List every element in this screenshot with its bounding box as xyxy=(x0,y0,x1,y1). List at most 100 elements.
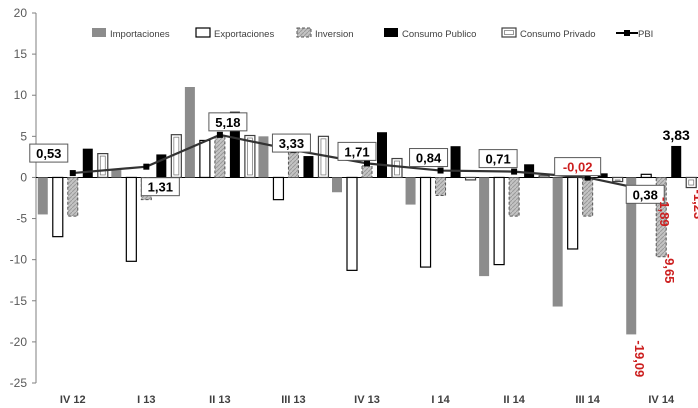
data-label-iv-14-inversion: -9,65 xyxy=(662,254,677,284)
data-label-iv-12-pbi: 0,53 xyxy=(29,143,69,163)
bar-importaciones xyxy=(111,170,122,178)
bar-inversion xyxy=(67,176,79,217)
data-label-iv-14-consumo-privado: -1,23 xyxy=(691,190,698,220)
bar-inner-outline-consumo-privado xyxy=(688,179,695,186)
data-label-iv-14-consumo-publico: 3,83 xyxy=(663,127,690,143)
data-label-iii-14-pbi-box xyxy=(554,157,602,177)
bar-exportaciones xyxy=(52,176,64,238)
pbi-point xyxy=(364,160,370,167)
y-tick-label: 5 xyxy=(20,129,27,143)
pbi-point xyxy=(69,170,76,177)
bar-exportaciones xyxy=(125,176,137,262)
bar-exportaciones xyxy=(640,173,652,179)
legend-swatch-inversion xyxy=(296,27,312,38)
bar-inversion xyxy=(508,176,520,217)
legend-item-inversion: Inversion xyxy=(296,27,354,40)
legend-label-inversion: Inversion xyxy=(315,29,354,40)
x-tick-label: I 14 xyxy=(431,394,450,406)
data-label-i-13-pbi-box xyxy=(140,177,180,197)
data-label-iv-12-pbi-text: 0,53 xyxy=(36,146,61,161)
data-label-i-14-pbi-text: 0,84 xyxy=(416,151,442,166)
bar-inversion xyxy=(582,176,594,217)
legend-label-exportaciones: Exportaciones xyxy=(214,29,274,40)
data-label-ii-14-pbi-text: 0,71 xyxy=(485,152,510,167)
x-tick-label: II 14 xyxy=(503,394,525,406)
y-tick-label: -10 xyxy=(10,253,28,267)
legend-item-importaciones: Importaciones xyxy=(92,28,170,40)
data-label-iii-14-pbi: -0,02 xyxy=(554,157,602,177)
data-labels: 0,53 1,31 5,18 3,33 1,71 0,84 0,71 -0,02 0,38 3,8… xyxy=(29,112,698,377)
bar-inversion xyxy=(214,135,226,178)
data-label-iii-13-pbi: 3,33 xyxy=(271,133,311,153)
data-label-iv-13-pbi: 1,71 xyxy=(337,141,377,161)
bar-consumo-privado xyxy=(244,134,256,179)
legend-label-consumo-publico: Consumo Publico xyxy=(402,29,476,40)
bar-consumo-privado xyxy=(612,176,624,183)
bar-inner-outline-consumo-privado xyxy=(614,179,621,181)
bar-inversion xyxy=(655,176,667,258)
data-label-i-13-pbi-text: 1,31 xyxy=(148,180,173,195)
bar-consumo-privado xyxy=(538,175,550,179)
y-tick-label: -20 xyxy=(10,335,28,349)
bar-importaciones xyxy=(332,177,342,193)
bar-consumo-publico xyxy=(597,173,608,178)
bar-exportaciones xyxy=(346,176,358,271)
bar-consumo-publico xyxy=(82,148,93,178)
data-label-iv-13-pbi-box xyxy=(337,141,377,161)
bar-inner-outline-consumo-privado xyxy=(173,136,180,176)
legend-swatch-importaciones xyxy=(92,28,106,37)
bar-inversion xyxy=(361,165,373,178)
bar-consumo-publico xyxy=(303,156,314,178)
legend-label-consumo-privado: Consumo Privado xyxy=(520,29,596,40)
legend-label-pbi: PBI xyxy=(638,29,653,40)
bar-consumo-privado xyxy=(685,176,697,189)
legend-item-consumo-privado: Consumo Privado xyxy=(501,27,596,40)
bar-consumo-publico xyxy=(156,154,167,178)
y-tick-label: -25 xyxy=(10,376,28,390)
bars xyxy=(37,87,697,335)
data-label-iv-14-importaciones: -19,09 xyxy=(632,340,647,377)
bar-inner-outline-consumo-privado xyxy=(246,137,253,176)
bar-consumo-publico xyxy=(524,164,535,178)
legend-item-exportaciones: Exportaciones xyxy=(195,27,274,40)
bar-consumo-publico xyxy=(671,145,682,178)
data-label-ii-14-pbi-box xyxy=(478,149,518,169)
data-label-iv-12-pbi-box xyxy=(29,143,69,163)
x-tick-label: II 13 xyxy=(209,394,230,406)
bar-consumo-publico xyxy=(229,111,240,178)
bar-importaciones xyxy=(258,136,269,178)
x-tick-label: IV 13 xyxy=(354,394,380,406)
bar-consumo-privado xyxy=(391,157,403,179)
bar-importaciones xyxy=(184,87,195,178)
data-label-ii-13-pbi: 5,18 xyxy=(208,112,248,132)
bar-consumo-privado xyxy=(464,176,477,181)
legend-label-importaciones: Importaciones xyxy=(110,29,170,40)
y-tick-label: 10 xyxy=(14,88,28,102)
legend-swatch-consumo-publico xyxy=(384,28,398,37)
legend-swatch-marker xyxy=(624,30,630,36)
y-tick-label: 15 xyxy=(14,47,28,61)
y-tick-label: 0 xyxy=(20,170,27,184)
legend-item-consumo-publico: Consumo Publico xyxy=(384,28,476,40)
bar-importaciones xyxy=(37,177,48,215)
bar-inversion xyxy=(287,149,299,178)
legend: Importaciones Exportaciones Inversion Consu… xyxy=(92,27,653,40)
pbi-point xyxy=(143,163,150,170)
bar-importaciones xyxy=(479,177,490,277)
data-label-ii-14-pbi: 0,71 xyxy=(478,149,518,169)
bar-importaciones xyxy=(405,177,416,205)
bar-exportaciones xyxy=(493,176,505,266)
bar-exportaciones xyxy=(419,176,432,268)
data-label-iv-13-pbi-text: 1,71 xyxy=(344,144,369,159)
bar-consumo-publico xyxy=(377,132,387,178)
pbi-point xyxy=(511,168,518,175)
bar-inversion xyxy=(435,176,447,197)
x-tick-label: III 13 xyxy=(281,394,305,406)
pbi-point xyxy=(216,131,223,138)
y-tick-label: 20 xyxy=(14,6,28,20)
bar-consumo-publico xyxy=(450,146,461,178)
y-tick-label: -5 xyxy=(16,212,27,226)
data-label-ii-13-pbi-box xyxy=(208,112,248,132)
legend-swatch-consumo-privado xyxy=(501,27,517,38)
